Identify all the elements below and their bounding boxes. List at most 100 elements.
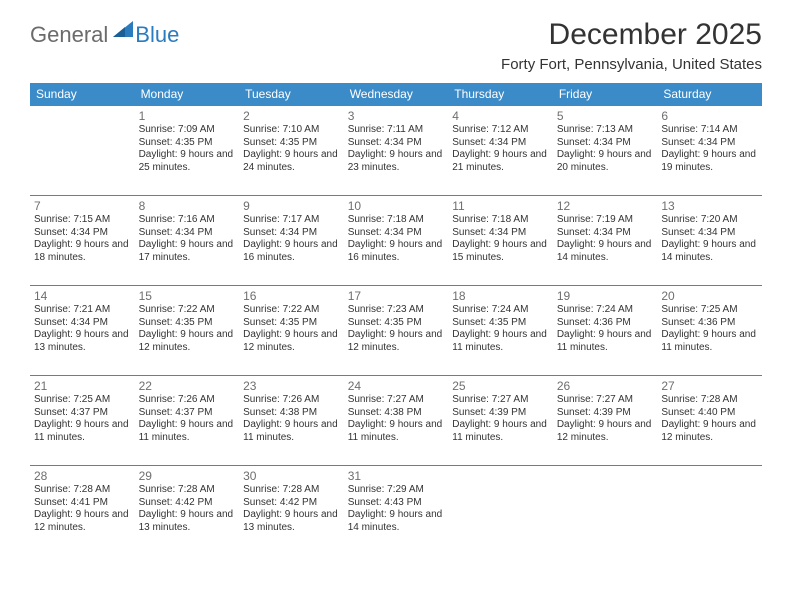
sunrise-text: Sunrise: 7:28 AM xyxy=(243,484,340,497)
calendar-day-cell: 10Sunrise: 7:18 AMSunset: 4:34 PMDayligh… xyxy=(344,196,449,286)
sunrise-text: Sunrise: 7:29 AM xyxy=(348,484,445,497)
sunset-text: Sunset: 4:35 PM xyxy=(452,317,549,330)
sunrise-text: Sunrise: 7:28 AM xyxy=(661,394,758,407)
calendar-day-cell: 16Sunrise: 7:22 AMSunset: 4:35 PMDayligh… xyxy=(239,286,344,376)
daylight-text: Daylight: 9 hours and 13 minutes. xyxy=(243,509,340,534)
sunset-text: Sunset: 4:35 PM xyxy=(243,137,340,150)
calendar-day-cell: 21Sunrise: 7:25 AMSunset: 4:37 PMDayligh… xyxy=(30,376,135,466)
sunrise-text: Sunrise: 7:11 AM xyxy=(348,124,445,137)
calendar-week-row: 28Sunrise: 7:28 AMSunset: 4:41 PMDayligh… xyxy=(30,466,762,556)
sunset-text: Sunset: 4:35 PM xyxy=(243,317,340,330)
sunrise-text: Sunrise: 7:24 AM xyxy=(452,304,549,317)
day-number: 13 xyxy=(661,199,758,213)
daylight-text: Daylight: 9 hours and 13 minutes. xyxy=(34,329,131,354)
day-number: 31 xyxy=(348,469,445,483)
sunset-text: Sunset: 4:35 PM xyxy=(348,317,445,330)
day-number: 25 xyxy=(452,379,549,393)
calendar-day-cell: 1Sunrise: 7:09 AMSunset: 4:35 PMDaylight… xyxy=(135,106,240,196)
daylight-text: Daylight: 9 hours and 16 minutes. xyxy=(243,239,340,264)
sunset-text: Sunset: 4:38 PM xyxy=(243,407,340,420)
daylight-text: Daylight: 9 hours and 12 minutes. xyxy=(661,419,758,444)
daylight-text: Daylight: 9 hours and 25 minutes. xyxy=(139,149,236,174)
sunrise-text: Sunrise: 7:12 AM xyxy=(452,124,549,137)
location: Forty Fort, Pennsylvania, United States xyxy=(501,56,762,73)
sunset-text: Sunset: 4:38 PM xyxy=(348,407,445,420)
daylight-text: Daylight: 9 hours and 21 minutes. xyxy=(452,149,549,174)
calendar-week-row: 7Sunrise: 7:15 AMSunset: 4:34 PMDaylight… xyxy=(30,196,762,286)
daylight-text: Daylight: 9 hours and 12 minutes. xyxy=(34,509,131,534)
sunrise-text: Sunrise: 7:27 AM xyxy=(557,394,654,407)
daylight-text: Daylight: 9 hours and 14 minutes. xyxy=(557,239,654,264)
sunset-text: Sunset: 4:37 PM xyxy=(34,407,131,420)
sunset-text: Sunset: 4:34 PM xyxy=(348,227,445,240)
calendar-day-cell: 28Sunrise: 7:28 AMSunset: 4:41 PMDayligh… xyxy=(30,466,135,556)
calendar-day-cell xyxy=(448,466,553,556)
sunset-text: Sunset: 4:34 PM xyxy=(452,137,549,150)
sunset-text: Sunset: 4:34 PM xyxy=(243,227,340,240)
calendar-day-cell: 17Sunrise: 7:23 AMSunset: 4:35 PMDayligh… xyxy=(344,286,449,376)
sunrise-text: Sunrise: 7:21 AM xyxy=(34,304,131,317)
sunrise-text: Sunrise: 7:28 AM xyxy=(139,484,236,497)
calendar-day-cell: 8Sunrise: 7:16 AMSunset: 4:34 PMDaylight… xyxy=(135,196,240,286)
daylight-text: Daylight: 9 hours and 14 minutes. xyxy=(661,239,758,264)
weekday-header: Tuesday xyxy=(239,83,344,106)
sunset-text: Sunset: 4:42 PM xyxy=(139,497,236,510)
day-number: 14 xyxy=(34,289,131,303)
day-number: 6 xyxy=(661,109,758,123)
daylight-text: Daylight: 9 hours and 11 minutes. xyxy=(348,419,445,444)
logo-triangle-icon xyxy=(113,21,133,42)
sunrise-text: Sunrise: 7:27 AM xyxy=(452,394,549,407)
calendar-day-cell: 6Sunrise: 7:14 AMSunset: 4:34 PMDaylight… xyxy=(657,106,762,196)
sunset-text: Sunset: 4:39 PM xyxy=(452,407,549,420)
sunrise-text: Sunrise: 7:13 AM xyxy=(557,124,654,137)
day-number: 3 xyxy=(348,109,445,123)
day-number: 21 xyxy=(34,379,131,393)
sunrise-text: Sunrise: 7:23 AM xyxy=(348,304,445,317)
sunrise-text: Sunrise: 7:28 AM xyxy=(34,484,131,497)
daylight-text: Daylight: 9 hours and 20 minutes. xyxy=(557,149,654,174)
day-number: 12 xyxy=(557,199,654,213)
daylight-text: Daylight: 9 hours and 24 minutes. xyxy=(243,149,340,174)
daylight-text: Daylight: 9 hours and 19 minutes. xyxy=(661,149,758,174)
sunrise-text: Sunrise: 7:17 AM xyxy=(243,214,340,227)
day-number: 7 xyxy=(34,199,131,213)
calendar-day-cell: 5Sunrise: 7:13 AMSunset: 4:34 PMDaylight… xyxy=(553,106,658,196)
calendar-day-cell: 23Sunrise: 7:26 AMSunset: 4:38 PMDayligh… xyxy=(239,376,344,466)
sunset-text: Sunset: 4:43 PM xyxy=(348,497,445,510)
sunrise-text: Sunrise: 7:20 AM xyxy=(661,214,758,227)
day-number: 11 xyxy=(452,199,549,213)
weekday-header-row: Sunday Monday Tuesday Wednesday Thursday… xyxy=(30,83,762,106)
sunset-text: Sunset: 4:37 PM xyxy=(139,407,236,420)
calendar-day-cell: 30Sunrise: 7:28 AMSunset: 4:42 PMDayligh… xyxy=(239,466,344,556)
sunset-text: Sunset: 4:42 PM xyxy=(243,497,340,510)
sunrise-text: Sunrise: 7:27 AM xyxy=(348,394,445,407)
calendar-day-cell: 15Sunrise: 7:22 AMSunset: 4:35 PMDayligh… xyxy=(135,286,240,376)
calendar-day-cell: 29Sunrise: 7:28 AMSunset: 4:42 PMDayligh… xyxy=(135,466,240,556)
sunset-text: Sunset: 4:34 PM xyxy=(661,227,758,240)
sunset-text: Sunset: 4:35 PM xyxy=(139,317,236,330)
day-number: 20 xyxy=(661,289,758,303)
calendar-week-row: 21Sunrise: 7:25 AMSunset: 4:37 PMDayligh… xyxy=(30,376,762,466)
daylight-text: Daylight: 9 hours and 15 minutes. xyxy=(452,239,549,264)
sunrise-text: Sunrise: 7:25 AM xyxy=(661,304,758,317)
daylight-text: Daylight: 9 hours and 16 minutes. xyxy=(348,239,445,264)
sunset-text: Sunset: 4:36 PM xyxy=(557,317,654,330)
sunset-text: Sunset: 4:34 PM xyxy=(139,227,236,240)
sunset-text: Sunset: 4:34 PM xyxy=(348,137,445,150)
calendar-day-cell: 9Sunrise: 7:17 AMSunset: 4:34 PMDaylight… xyxy=(239,196,344,286)
day-number: 8 xyxy=(139,199,236,213)
day-number: 22 xyxy=(139,379,236,393)
daylight-text: Daylight: 9 hours and 11 minutes. xyxy=(243,419,340,444)
sunrise-text: Sunrise: 7:15 AM xyxy=(34,214,131,227)
calendar-day-cell: 20Sunrise: 7:25 AMSunset: 4:36 PMDayligh… xyxy=(657,286,762,376)
calendar-day-cell: 25Sunrise: 7:27 AMSunset: 4:39 PMDayligh… xyxy=(448,376,553,466)
calendar-day-cell: 11Sunrise: 7:18 AMSunset: 4:34 PMDayligh… xyxy=(448,196,553,286)
day-number: 1 xyxy=(139,109,236,123)
calendar-day-cell: 2Sunrise: 7:10 AMSunset: 4:35 PMDaylight… xyxy=(239,106,344,196)
day-number: 4 xyxy=(452,109,549,123)
daylight-text: Daylight: 9 hours and 11 minutes. xyxy=(557,329,654,354)
day-number: 18 xyxy=(452,289,549,303)
logo-text-blue: Blue xyxy=(135,22,179,48)
calendar-day-cell: 3Sunrise: 7:11 AMSunset: 4:34 PMDaylight… xyxy=(344,106,449,196)
sunset-text: Sunset: 4:39 PM xyxy=(557,407,654,420)
